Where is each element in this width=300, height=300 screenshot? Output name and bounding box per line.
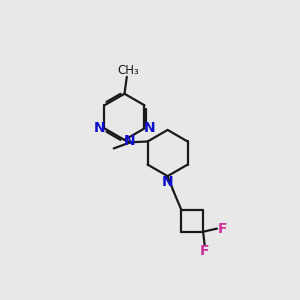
- Text: N: N: [162, 175, 173, 188]
- Text: N: N: [144, 122, 156, 135]
- Text: CH₃: CH₃: [118, 64, 139, 77]
- Text: N: N: [123, 134, 135, 148]
- Text: F: F: [200, 244, 209, 258]
- Text: F: F: [218, 222, 227, 236]
- Text: N: N: [93, 122, 105, 135]
